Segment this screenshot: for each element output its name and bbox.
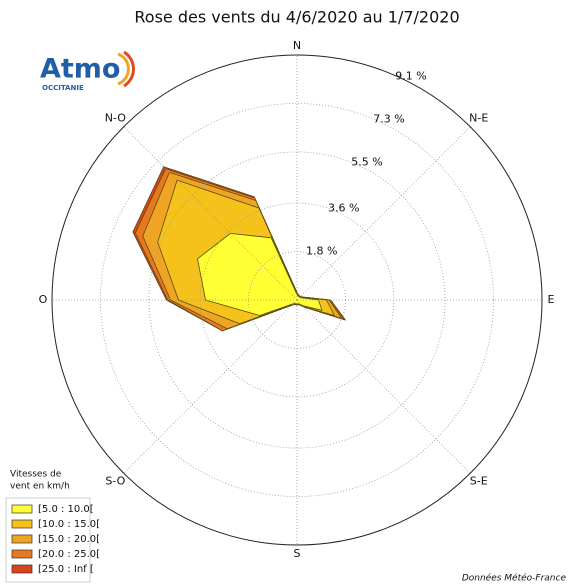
rose-area (197, 232, 323, 316)
legend-swatch (11, 504, 33, 514)
r-tick-label: 1.8 % (306, 244, 337, 257)
legend-label: [25.0 : Inf [ (38, 564, 94, 575)
r-tick-label: 7.3 % (373, 113, 404, 126)
grid-ring (100, 103, 494, 497)
spoke-line (123, 126, 298, 301)
direction-label: N-O (105, 111, 127, 124)
legend-swatch (11, 534, 33, 544)
r-tick-label: 3.6 % (328, 201, 359, 214)
source-note: Données Météo-France (462, 573, 567, 584)
legend-swatch (11, 519, 33, 529)
direction-label: S-E (470, 475, 488, 488)
chart-title: Rose des vents du 4/6/2020 au 1/7/2020 (134, 8, 459, 27)
r-tick-label: 5.5 % (351, 156, 382, 169)
direction-label: N-E (469, 111, 488, 124)
logo-arc (123, 50, 135, 88)
logo: Atmo OCCITANIE (40, 50, 135, 92)
legend-title: vent en km/h (10, 482, 70, 492)
outer-circle (51, 54, 543, 546)
legend-swatch (11, 564, 33, 574)
legend-label: [5.0 : 10.0[ (38, 504, 94, 515)
r-tick-label: 9.1 % (395, 69, 426, 82)
direction-label: S (294, 547, 301, 560)
logo-arc (117, 52, 130, 86)
direction-label: N (293, 39, 301, 52)
legend-title: Vitesses de (10, 470, 62, 480)
legend-swatch (11, 549, 33, 559)
direction-label: E (548, 293, 555, 306)
direction-label: S-O (105, 475, 125, 488)
direction-label: O (39, 293, 48, 306)
spoke-line (296, 299, 471, 474)
spoke-line (296, 126, 471, 301)
legend-label: [15.0 : 20.0[ (38, 534, 100, 545)
grid-ring (248, 251, 346, 349)
legend-label: [10.0 : 15.0[ (38, 519, 100, 530)
logo-name: Atmo (40, 54, 121, 85)
spoke-line (123, 299, 298, 474)
grid-ring (199, 202, 395, 398)
logo-region: OCCITANIE (42, 84, 84, 92)
grid-ring (148, 151, 446, 449)
legend-label: [20.0 : 25.0[ (38, 549, 100, 560)
